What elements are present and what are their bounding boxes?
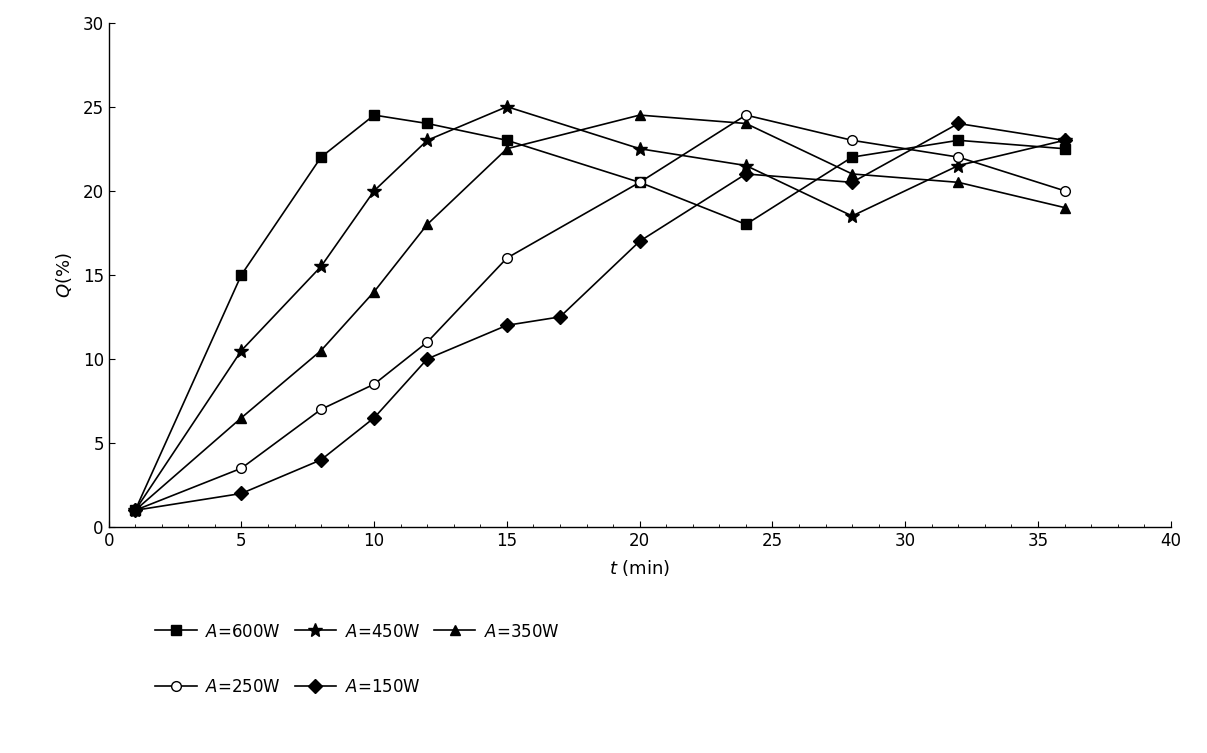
A=250W xyxy=(500,254,514,263)
Line: A=450W: A=450W xyxy=(128,99,1072,517)
A=150W xyxy=(367,413,381,422)
A=150W xyxy=(420,355,435,364)
A=150W xyxy=(500,321,514,330)
Line: A=600W: A=600W xyxy=(130,110,1069,515)
A=450W xyxy=(1057,136,1072,145)
A=350W xyxy=(1057,203,1072,212)
A=350W xyxy=(845,169,859,178)
A=150W xyxy=(951,119,966,128)
A=250W xyxy=(367,380,381,389)
Y-axis label: $Q$(%): $Q$(%) xyxy=(54,252,75,297)
A=450W xyxy=(367,186,381,195)
A=450W xyxy=(420,136,435,145)
A=350W xyxy=(234,413,249,422)
A=150W xyxy=(632,236,647,245)
Line: A=150W: A=150W xyxy=(130,119,1069,515)
A=450W xyxy=(632,145,647,154)
A=600W xyxy=(951,136,966,145)
A=600W xyxy=(1057,145,1072,154)
A=450W xyxy=(128,506,142,515)
A=450W xyxy=(314,262,328,271)
A=600W xyxy=(500,136,514,145)
A=250W xyxy=(632,178,647,187)
A=350W xyxy=(632,111,647,120)
A=350W xyxy=(500,145,514,154)
A=250W xyxy=(420,337,435,346)
A=450W xyxy=(845,212,859,221)
A=600W xyxy=(845,153,859,162)
A=250W xyxy=(845,136,859,145)
A=150W xyxy=(739,169,753,178)
A=250W xyxy=(1057,186,1072,195)
A=150W xyxy=(128,506,142,515)
A=150W xyxy=(845,178,859,187)
A=350W xyxy=(420,220,435,229)
A=250W xyxy=(951,153,966,162)
A=450W xyxy=(234,346,249,355)
A=600W xyxy=(367,111,381,120)
A=150W xyxy=(1057,136,1072,145)
A=600W xyxy=(420,119,435,128)
A=150W xyxy=(553,312,567,322)
A=600W xyxy=(128,506,142,515)
Line: A=350W: A=350W xyxy=(130,110,1069,515)
A=350W xyxy=(128,506,142,515)
A=600W xyxy=(234,270,249,279)
A=350W xyxy=(367,287,381,296)
A=250W xyxy=(314,405,328,414)
A=600W xyxy=(632,178,647,187)
A=150W xyxy=(314,456,328,465)
A=150W xyxy=(234,489,249,498)
A=450W xyxy=(500,102,514,111)
A=250W xyxy=(739,111,753,120)
A=450W xyxy=(951,161,966,170)
Legend: $A$=250W, $A$=150W: $A$=250W, $A$=150W xyxy=(148,672,427,703)
X-axis label: $t$ (min): $t$ (min) xyxy=(610,558,670,578)
A=250W xyxy=(128,506,142,515)
A=600W xyxy=(314,153,328,162)
A=450W xyxy=(739,161,753,170)
A=600W xyxy=(739,220,753,229)
A=350W xyxy=(314,346,328,355)
Line: A=250W: A=250W xyxy=(130,110,1069,515)
A=250W xyxy=(234,464,249,473)
A=350W xyxy=(739,119,753,128)
A=350W xyxy=(951,178,966,187)
